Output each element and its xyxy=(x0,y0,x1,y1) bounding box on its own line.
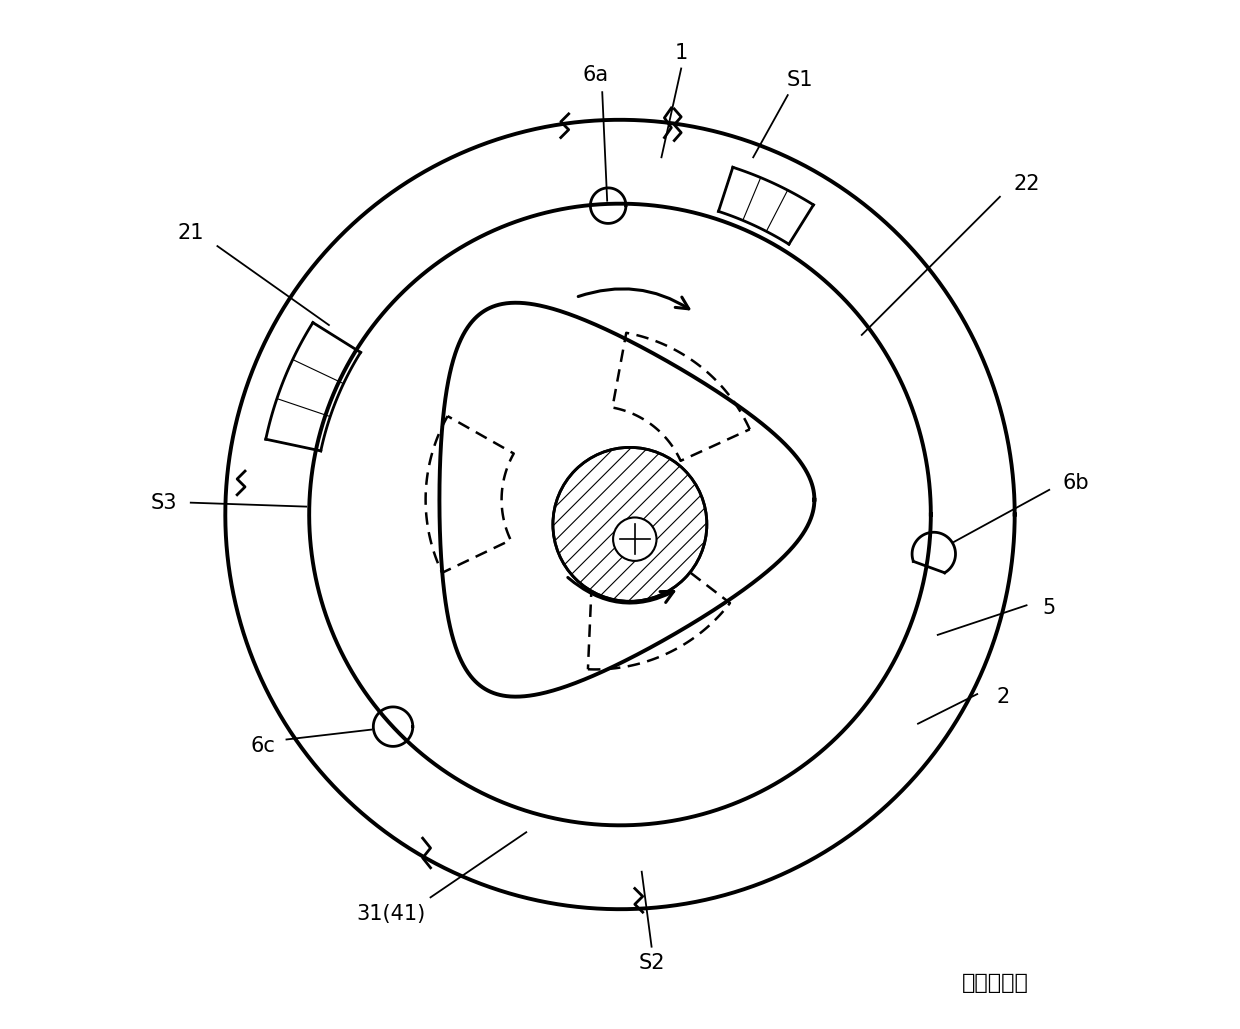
Text: S3: S3 xyxy=(151,493,177,512)
Text: 21: 21 xyxy=(177,223,205,243)
Text: 2: 2 xyxy=(996,687,1009,707)
Text: 进气口开启: 进气口开启 xyxy=(961,973,1028,993)
Text: 6b: 6b xyxy=(1063,473,1089,493)
Text: 6a: 6a xyxy=(583,66,609,85)
Text: 22: 22 xyxy=(1013,174,1040,193)
Circle shape xyxy=(613,518,656,561)
Text: 31(41): 31(41) xyxy=(356,904,425,924)
Text: S1: S1 xyxy=(786,70,813,91)
Circle shape xyxy=(553,448,707,601)
Text: 5: 5 xyxy=(1043,598,1056,618)
Text: 6c: 6c xyxy=(250,737,275,756)
Text: 1: 1 xyxy=(675,42,688,63)
Text: S2: S2 xyxy=(639,954,665,973)
